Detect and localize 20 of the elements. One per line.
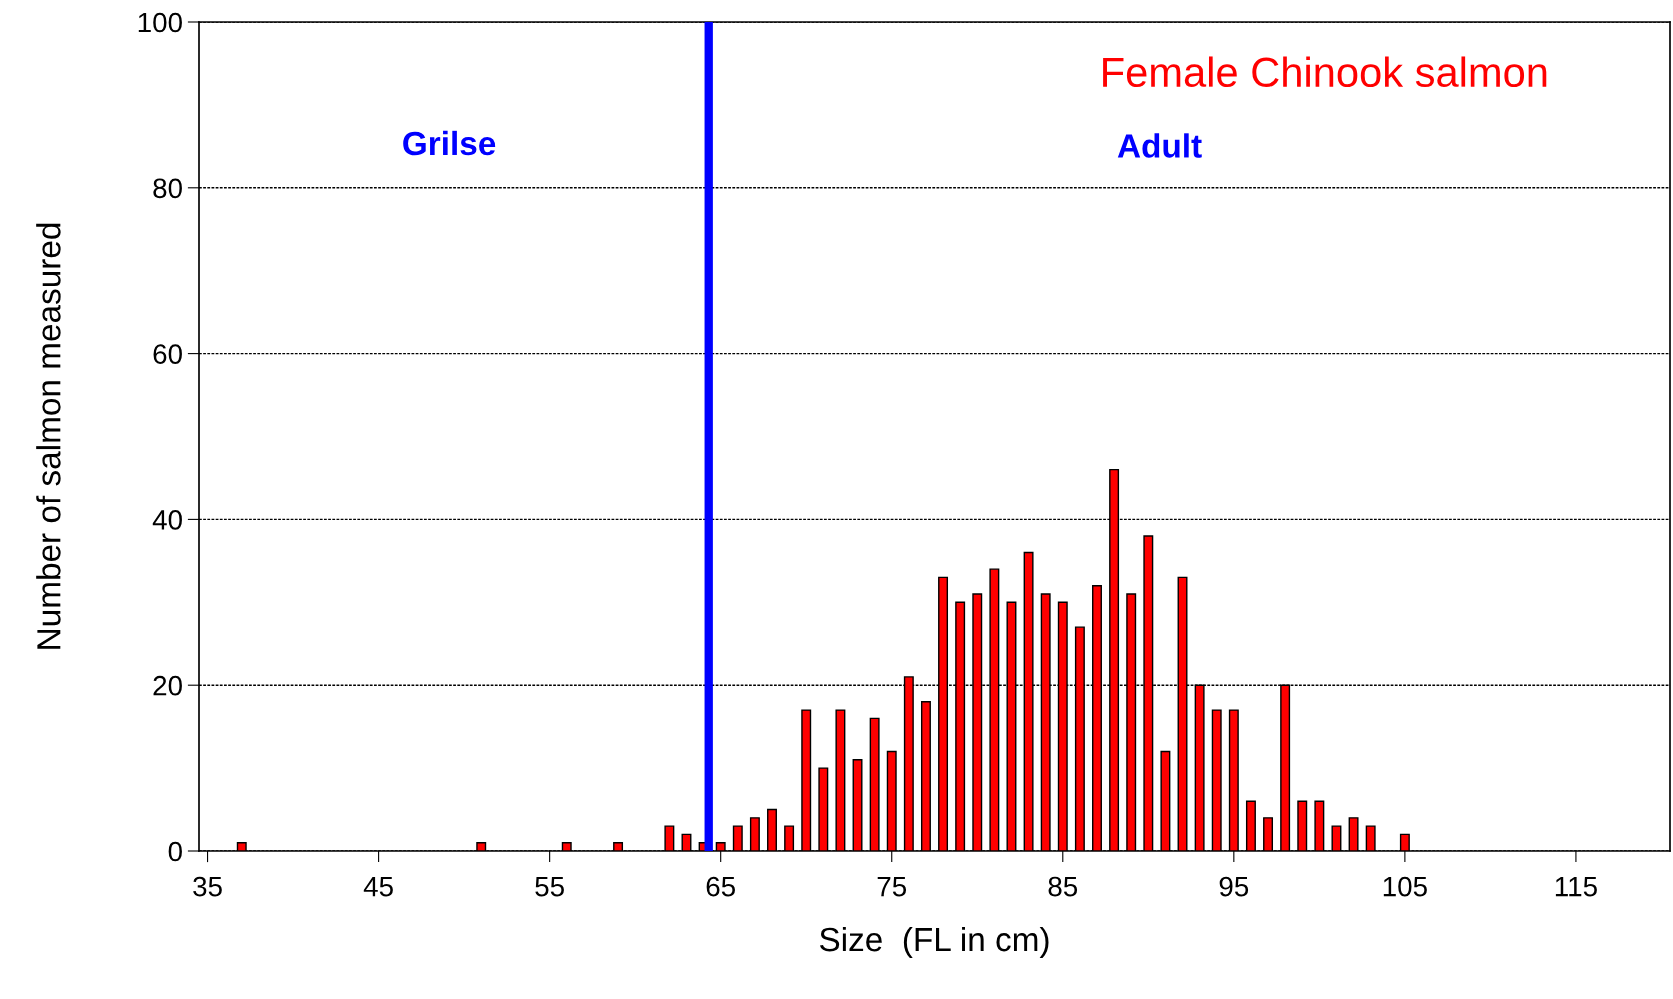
annotation: Adult xyxy=(1117,133,1202,158)
annotation: Grilse xyxy=(403,130,496,156)
y-axis-title: Number of salmon measured xyxy=(36,223,61,649)
x-tick-label: 45 xyxy=(363,877,393,897)
y-tick-label: 0 xyxy=(168,841,182,862)
y-tick-label: 40 xyxy=(152,510,182,530)
x-tick-label: 95 xyxy=(1219,876,1249,897)
annotation: Female Chinook salmon xyxy=(1103,56,1547,88)
x-tick-label: 55 xyxy=(535,877,564,897)
x-tick-label: 35 xyxy=(193,876,222,897)
x-tick-label: 115 xyxy=(1555,877,1597,897)
y-tick-label: 20 xyxy=(153,675,182,696)
y-tick-label: 60 xyxy=(153,344,182,364)
x-tick-label: 75 xyxy=(877,877,907,897)
x-tick-label: 105 xyxy=(1383,876,1427,897)
y-tick-label: 80 xyxy=(153,178,182,199)
x-tick-label: 85 xyxy=(1048,876,1078,897)
x-axis-title: Size (FL in cm) xyxy=(819,926,1049,958)
x-tick-label: 65 xyxy=(706,876,735,897)
y-tick-label: 100 xyxy=(138,12,182,33)
